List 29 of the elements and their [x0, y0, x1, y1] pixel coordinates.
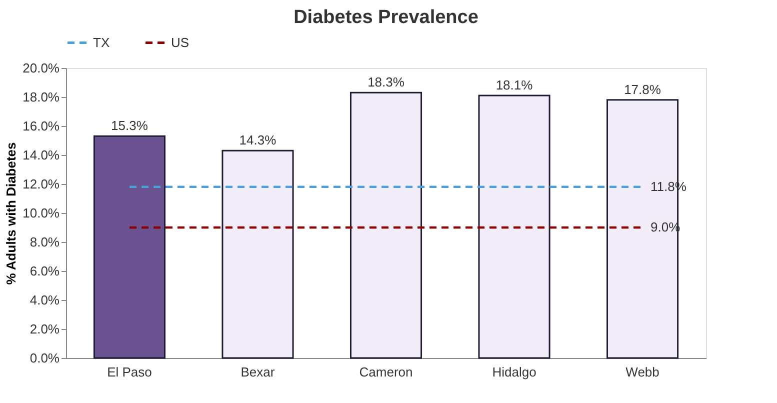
legend-label: US: [171, 34, 190, 50]
y-tick-label: 12.0%: [22, 176, 60, 192]
y-tick-label: 4.0%: [30, 292, 60, 308]
y-tick-label: 6.0%: [30, 264, 60, 278]
chart-title: Diabetes Prevalence: [294, 7, 478, 28]
data-label: 14.3%: [239, 132, 277, 148]
x-tick-label: Hidalgo: [492, 364, 536, 380]
y-tick-label: 2.0%: [30, 322, 60, 336]
x-tick-label: Webb: [626, 364, 660, 380]
x-tick-label: Bexar: [240, 364, 276, 380]
y-tick-label: 18.0%: [22, 90, 60, 104]
data-label: 18.1%: [496, 78, 534, 93]
data-label: 17.8%: [624, 82, 662, 97]
x-tick-label: El Paso: [107, 364, 152, 380]
data-label: 15.3%: [111, 118, 148, 134]
y-tick-label: 10.0%: [22, 206, 60, 220]
bar: [222, 150, 294, 359]
y-tick-label: 16.0%: [22, 118, 60, 134]
data-label: 18.3%: [368, 74, 405, 90]
legend-label: TX: [93, 34, 110, 50]
bar: [350, 92, 422, 359]
bar: [478, 94, 550, 359]
y-tick-label: 0.0%: [30, 350, 60, 366]
y-tick-label: 14.0%: [22, 148, 60, 162]
y-tick-label: 8.0%: [30, 234, 60, 250]
x-tick-label: Cameron: [359, 364, 413, 380]
y-tick-label: 20.0%: [22, 60, 60, 76]
y-axis-title: % Adults with Diabetes: [4, 142, 19, 285]
bar: [93, 135, 166, 359]
